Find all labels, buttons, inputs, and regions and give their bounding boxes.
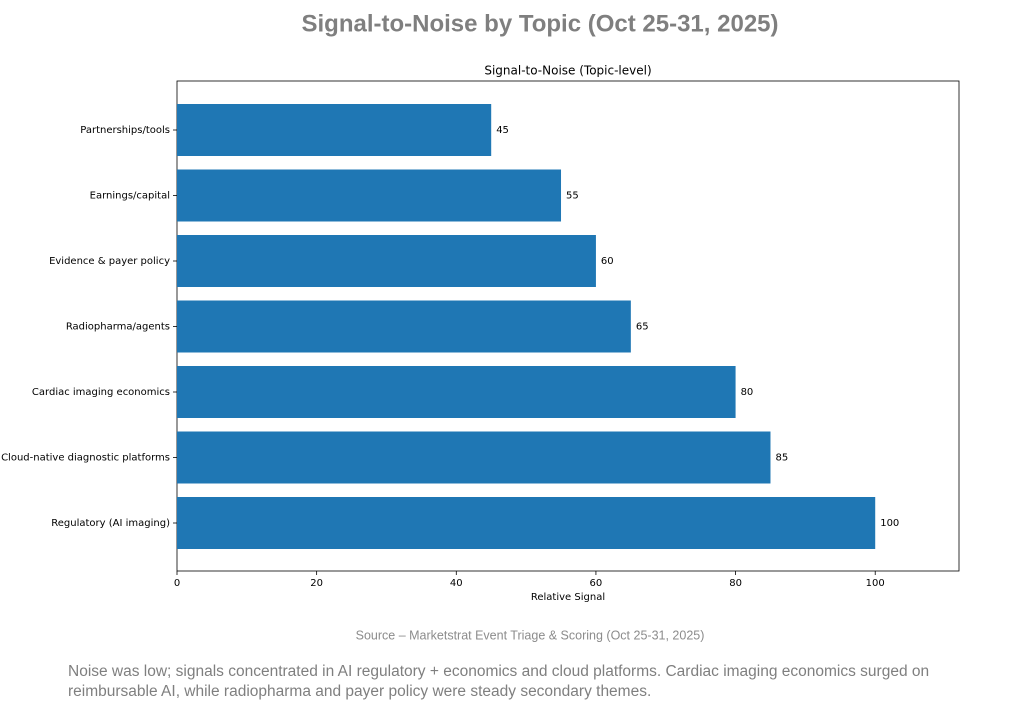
x-tick-label: 60 [590,578,603,589]
value-label: 85 [775,453,788,464]
value-label: 65 [636,322,649,333]
y-tick-label: Cloud-native diagnostic platforms [1,453,170,464]
y-tick-label: Partnerships/tools [80,125,170,136]
value-label: 45 [496,125,509,136]
x-tick-label: 20 [310,578,323,589]
y-tick-label: Evidence & payer policy [49,256,170,267]
value-label: 60 [601,256,614,267]
y-tick-label: Cardiac imaging economics [32,387,170,398]
value-label: 80 [741,387,754,398]
x-tick-label: 0 [174,578,180,589]
x-axis-label: Relative Signal [531,592,605,603]
x-tick-label: 40 [450,578,463,589]
source-note: Source – Marketstrat Event Triage & Scor… [356,628,705,642]
bar [177,104,492,156]
y-tick-label: Regulatory (AI imaging) [51,518,170,529]
bar [177,235,596,287]
bar [177,366,736,418]
y-tick-label: Earnings/capital [90,191,170,202]
x-tick-label: 100 [866,578,885,589]
bar [177,497,876,549]
chart: Signal-to-Noise by Topic (Oct 25-31, 202… [1,10,960,642]
x-tick-label: 80 [729,578,742,589]
chart-subtitle: Signal-to-Noise (Topic-level) [484,64,651,78]
bar [177,169,562,222]
bar [177,300,631,353]
y-tick-label: Radiopharma/agents [66,322,170,333]
chart-title: Signal-to-Noise by Topic (Oct 25-31, 202… [302,10,779,37]
value-label: 55 [566,191,579,202]
bar [177,431,771,484]
caption: Noise was low; signals concentrated in A… [68,663,930,700]
value-label: 100 [880,518,899,529]
